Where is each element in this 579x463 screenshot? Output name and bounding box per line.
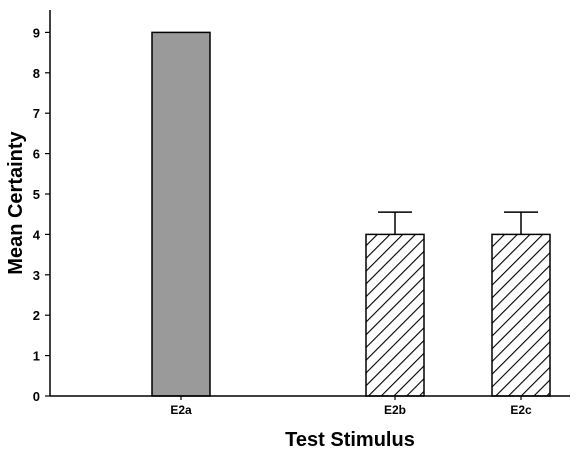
y-ticks-group: 0 1 2 3 4 5 6 7 8 9 bbox=[33, 25, 50, 404]
x-tick-label: E2b bbox=[384, 403, 406, 417]
y-axis-title: Mean Certainty bbox=[5, 130, 27, 274]
y-tick-label: 8 bbox=[33, 66, 40, 81]
y-tick-label: 0 bbox=[33, 389, 40, 404]
bars-group bbox=[151, 31, 551, 397]
x-tick-label: E2a bbox=[170, 403, 192, 417]
y-tick-label: 7 bbox=[33, 106, 40, 121]
y-tick-label: 5 bbox=[33, 187, 40, 202]
x-ticks-group: E2a E2b E2c bbox=[170, 396, 532, 417]
x-axis-title: Test Stimulus bbox=[285, 429, 415, 451]
bar-e2a bbox=[151, 31, 211, 397]
error-bars-group bbox=[378, 211, 538, 235]
y-tick-label: 1 bbox=[33, 349, 40, 364]
y-tick-label: 2 bbox=[33, 308, 40, 323]
bar-e2c bbox=[491, 233, 551, 397]
bar-e2b bbox=[365, 233, 425, 397]
y-tick-label: 3 bbox=[33, 268, 40, 283]
x-tick-label: E2c bbox=[510, 403, 532, 417]
y-tick-label: 9 bbox=[33, 25, 40, 40]
y-tick-label: 6 bbox=[33, 147, 40, 162]
y-tick-label: 4 bbox=[33, 227, 41, 242]
